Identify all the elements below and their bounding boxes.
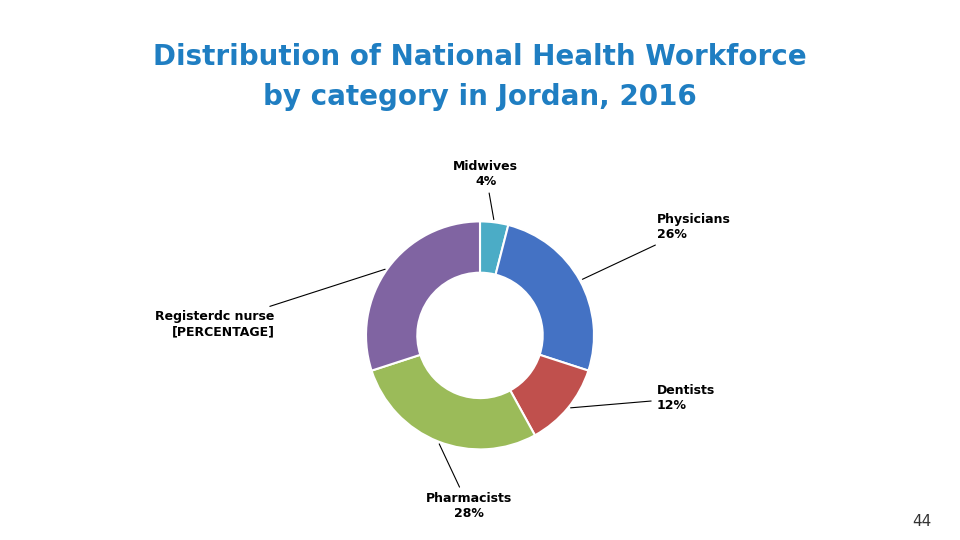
Text: 44: 44 [912,514,931,529]
Wedge shape [495,225,594,370]
Text: Physicians
26%: Physicians 26% [583,213,731,279]
Text: by category in Jordan, 2016: by category in Jordan, 2016 [263,83,697,111]
Text: Midwives
4%: Midwives 4% [453,159,518,220]
Wedge shape [366,221,480,370]
Text: Dentists
12%: Dentists 12% [570,384,715,412]
Wedge shape [372,355,535,449]
Wedge shape [510,355,588,435]
Text: Registerdc nurse
[PERCENTAGE]: Registerdc nurse [PERCENTAGE] [156,269,385,338]
Wedge shape [480,221,509,275]
Text: Distribution of National Health Workforce: Distribution of National Health Workforc… [154,43,806,71]
Text: Pharmacists
28%: Pharmacists 28% [425,444,512,521]
